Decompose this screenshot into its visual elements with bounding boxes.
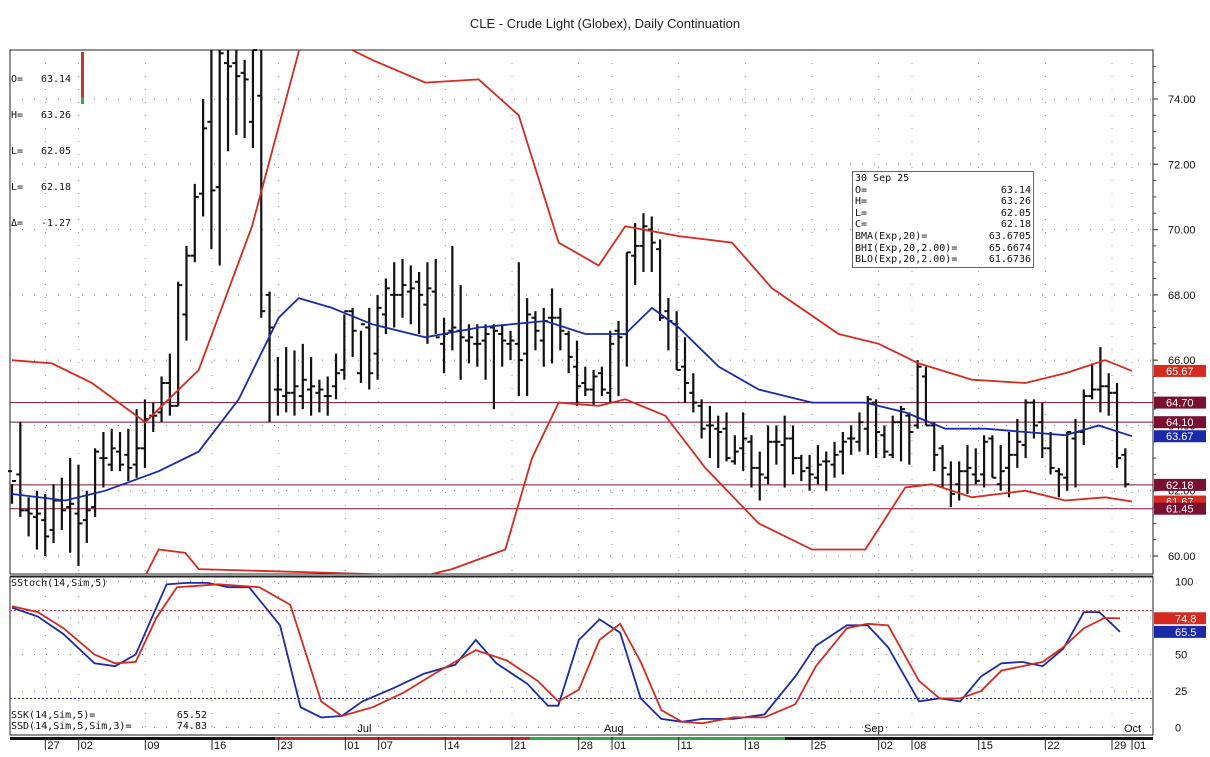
date-tick-label: 22 — [1047, 740, 1059, 752]
price-tag-label: 64.70 — [1166, 398, 1194, 410]
date-tick-label: 28 — [581, 740, 593, 752]
info-row: L= 62.05 — [855, 207, 1031, 219]
info-row: BMA(Exp,20)= 63.6705 — [855, 230, 1031, 242]
series-line-blo-exp-20-2-00- — [145, 398, 1133, 574]
date-axis-bar — [10, 737, 275, 740]
price-tag — [1154, 416, 1206, 429]
chart-title: CLE - Crude Light (Globex), Daily Contin… — [469, 16, 741, 31]
price-tag — [1154, 430, 1206, 443]
info-row: BLO(Exp,20,2.00)= 61.6736 — [855, 254, 1031, 266]
date-tick-label: 01 — [1134, 740, 1146, 752]
stoch-label: SStoch(14,Sim,5) — [11, 578, 108, 589]
price-tag — [1154, 364, 1206, 377]
date-tick-label: 15 — [981, 740, 993, 752]
stoch-tag-label: 74.8 — [1175, 613, 1196, 625]
readout-row: L= 62.05 — [11, 146, 72, 157]
price-tag-label: 64.10 — [1166, 417, 1194, 429]
date-tick-label: 21 — [514, 740, 526, 752]
stoch-panel-frame — [9, 576, 1154, 736]
info-row: O= 63.14 — [855, 184, 1031, 196]
price-tag-label: 65.67 — [1166, 366, 1194, 378]
date-tick-label: 01 — [347, 740, 359, 752]
info-box: 30 Sep 25 O= 63.14 H= 63.26 L= 62.05 C= 62.1… — [852, 171, 1034, 268]
price-tag — [1154, 502, 1206, 515]
date-axis-bar — [275, 737, 530, 740]
stoch-tag — [1154, 612, 1206, 625]
readout-row: H= 63.26 — [11, 110, 72, 121]
stoch-tick-label: 25 — [1175, 686, 1187, 698]
month-label: Oct — [1124, 723, 1141, 735]
price-panel-frame — [9, 49, 1154, 575]
series-line-ssk — [11, 582, 1121, 723]
date-tick-label: 29 — [1114, 740, 1126, 752]
stoch-tick-label: 100 — [1175, 576, 1193, 588]
info-row: BHI(Exp,20,2.00)= 65.6674 — [855, 242, 1031, 254]
price-tick-label: 66.00 — [1168, 355, 1196, 367]
readout-row: O= 63.14 — [11, 74, 72, 85]
date-tick-label: 14 — [447, 740, 459, 752]
date-tick-label: 02 — [81, 740, 93, 752]
date-tick-label: 01 — [614, 740, 626, 752]
readout-marker-green — [81, 97, 84, 104]
info-row: H= 63.26 — [855, 196, 1031, 208]
date-tick-label: 08 — [914, 740, 926, 752]
price-tag — [1154, 478, 1206, 491]
date-tick-label: 16 — [214, 740, 226, 752]
price-tag — [1154, 396, 1206, 409]
readout-row: Δ= -1.27 — [11, 218, 72, 229]
readout-marker-red — [81, 52, 84, 97]
date-tick-label: 02 — [881, 740, 893, 752]
price-tick-label: 68.00 — [1168, 290, 1196, 302]
price-tag-label: 61.45 — [1166, 504, 1194, 516]
month-label: Jul — [357, 723, 371, 735]
price-tick-label: 74.00 — [1168, 94, 1196, 106]
series-line-ssd — [11, 583, 1121, 725]
stoch-readout: SSK(14,Sim,5)= 65.52 SSD(14,Sim,5,Sim,3)=… — [11, 710, 207, 732]
stoch-tick-label: 50 — [1175, 650, 1187, 662]
date-tick-label: 25 — [814, 740, 826, 752]
date-tick-label: 07 — [381, 740, 393, 752]
month-label: Aug — [604, 723, 624, 735]
stoch-tag-label: 65.5 — [1175, 627, 1196, 639]
readout-row: L= 62.18 — [11, 182, 72, 193]
price-tick-label: 60.00 — [1168, 551, 1196, 563]
price-tick-label: 70.00 — [1168, 225, 1196, 237]
date-tick-label: 09 — [147, 740, 159, 752]
date-tick-label: 18 — [747, 740, 759, 752]
price-tag-label: 63.67 — [1166, 431, 1194, 443]
date-tick-label: 23 — [281, 740, 293, 752]
ohlc-readout: O= 63.14 H= 63.26 L= 62.05 L= 62.18 Δ= -1.27 — [11, 50, 71, 242]
stoch-tag — [1154, 625, 1206, 638]
date-axis-bar — [785, 737, 1153, 740]
price-tag-label: 62.18 — [1166, 480, 1194, 492]
stoch-tick-label: 0 — [1175, 723, 1181, 735]
info-row: C= 62.18 — [855, 219, 1031, 231]
price-tick-label: 72.00 — [1168, 159, 1196, 171]
series-line-bhi-exp-20-2-00- — [11, 50, 1133, 424]
month-label: Sep — [864, 723, 884, 735]
date-tick-label: 27 — [47, 740, 59, 752]
date-axis-bar — [530, 737, 785, 740]
date-tick-label: 11 — [681, 740, 692, 752]
series-line-bma-exp-20- — [11, 297, 1133, 502]
info-date: 30 Sep 25 — [855, 173, 910, 184]
